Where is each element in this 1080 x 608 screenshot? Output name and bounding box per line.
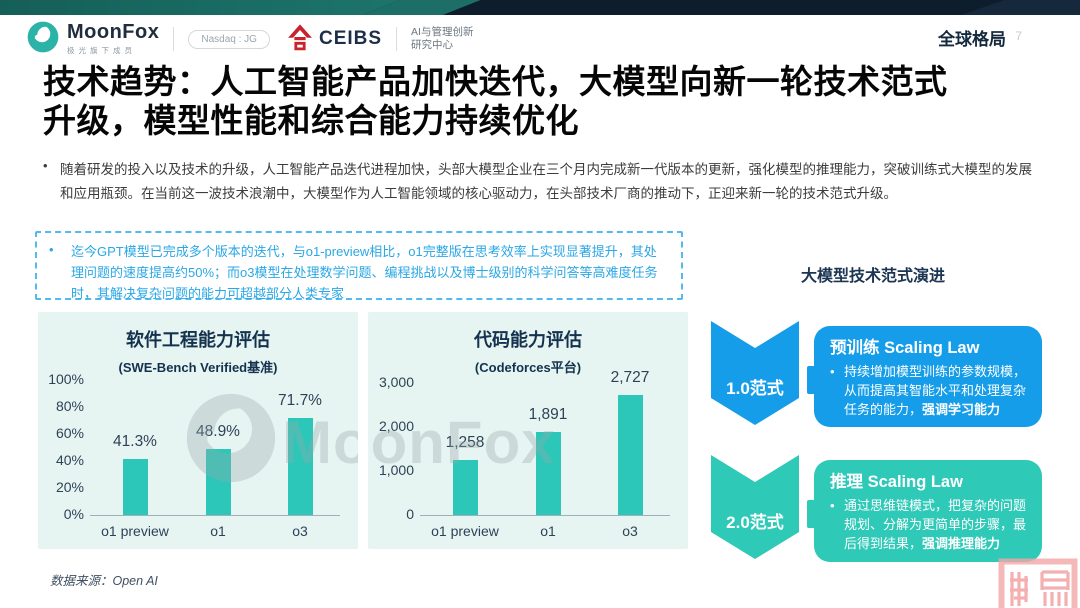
ceibs-logo-icon [286, 23, 314, 56]
stage-card-text: 通过思维链模式，把复杂的问题规划、分解为更简单的步骤，最后得到结果，强调推理能力 [844, 498, 1027, 551]
x-axis-line [420, 515, 670, 516]
intro-paragraph: • 随着研发的投入以及技术的升级，人工智能产品迭代进程加快，头部大模型企业在三个… [43, 158, 1045, 206]
stage-arrow-label: 1.0范式 [726, 378, 784, 398]
down-arrow-chevron: 1.0范式 [711, 321, 799, 425]
y-tick-label: 40% [55, 452, 84, 468]
stage-card-title: 预训练 Scaling Law [830, 339, 980, 357]
page-title: 技术趋势：人工智能产品加快迭代，大模型向新一轮技术范式 升级，模型性能和综合能力… [43, 62, 948, 140]
x-category-label: o1 preview [101, 523, 169, 539]
section-label: 全球格局 [938, 30, 1006, 49]
band-teal-segment [0, 0, 400, 15]
page-title-line1: 技术趋势：人工智能产品加快迭代，大模型向新一轮技术范式 [43, 63, 948, 100]
bar [205, 449, 231, 515]
chart-plot-area: 0 1,000 2,000 3,000 1,258 o1 preview 1,891 o1 2,… [368, 312, 688, 549]
chart-title: 软件工程能力评估 [126, 330, 270, 350]
bar-value-label: 41.3% [113, 433, 157, 450]
bullet-marker: • [830, 498, 835, 513]
chart-title: 代码能力评估 [474, 330, 582, 350]
stage-card-pretrain: 预训练 Scaling Law • 持续增加模型训练的参数规模，从而提高其智能水… [807, 326, 1042, 427]
chart-codeforces: 代码能力评估 (Codeforces平台) 0 1,000 2,000 3,000 1,… [368, 312, 688, 549]
ai-center-line2: 研究中心 [411, 39, 454, 51]
bar-value-label: 48.9% [196, 423, 240, 440]
stage-card-title: 推理 Scaling Law [830, 473, 963, 491]
bar [287, 418, 313, 515]
right-panel-heading: 大模型技术范式演进 [800, 268, 945, 285]
data-source-note: 数据来源：Open AI [50, 574, 158, 588]
y-tick-label: 3,000 [378, 374, 414, 390]
moonfox-logo-icon [27, 21, 59, 58]
stage-card-reasoning: 推理 Scaling Law • 通过思维链模式，把复杂的问题规划、分解为更简单… [807, 460, 1042, 562]
brand-tagline: 极光旗下成员 [67, 46, 136, 55]
x-axis-line [90, 515, 340, 516]
chart-subtitle: (SWE-Bench Verified基准) [118, 360, 278, 375]
bar-value-label: 2,727 [610, 369, 650, 386]
y-tick-label: 1,000 [378, 462, 414, 478]
top-color-band [0, 0, 1080, 15]
bar [535, 432, 561, 515]
y-tick-label: 80% [55, 398, 84, 414]
x-category-label: o1 [540, 523, 556, 539]
ai-center-line1: AI与管理创新 [411, 26, 474, 38]
nasdaq-ticker-badge: Nasdaq : JG [188, 29, 270, 49]
x-category-label: o3 [292, 523, 308, 539]
brand-name: MoonFox [67, 21, 160, 43]
bar [122, 459, 148, 515]
chart-subtitle: (Codeforces平台) [474, 360, 582, 375]
y-tick-label: 0% [63, 506, 84, 522]
quote-text: 迄今GPT模型已完成多个版本的迭代，与o1-preview相比，o1完整版在思考… [71, 244, 658, 301]
bullet-marker: • [49, 242, 54, 257]
band-dark-teal-segment [361, 0, 481, 15]
bullet-marker: • [43, 158, 48, 173]
bar [617, 395, 643, 515]
bar-value-label: 1,891 [528, 406, 568, 423]
x-category-label: o3 [622, 523, 638, 539]
x-category-label: o1 [210, 523, 226, 539]
intro-text: 随着研发的投入以及技术的升级，人工智能产品迭代进程加快，头部大模型企业在三个月内… [60, 162, 1032, 201]
page-number: 7 [1015, 29, 1022, 43]
bar-value-label: 71.7% [278, 392, 322, 409]
page-title-line2: 升级，模型性能和综合能力持续优化 [43, 102, 579, 139]
highlight-quote-box: • 迄今GPT模型已完成多个版本的迭代，与o1-preview相比，o1完整版在… [35, 231, 683, 301]
bar [452, 460, 478, 515]
header-divider-2 [396, 27, 398, 51]
header: MoonFox 极光旗下成员 Nasdaq : JG CEIBS AI与管理创新… [0, 15, 1080, 63]
y-tick-label: 100% [48, 371, 84, 387]
y-tick-label: 60% [55, 425, 84, 441]
red-seal-stamp-icon [998, 558, 1078, 608]
stage-arrow-label: 2.0范式 [726, 512, 784, 532]
chart-swe-bench: 软件工程能力评估 (SWE-Bench Verified基准) 0% 20% 40%… [38, 312, 358, 549]
y-tick-label: 20% [55, 479, 84, 495]
chart-plot-area: 0% 20% 40% 60% 80% 100% 41.3% o1 preview 48.9% o1… [38, 312, 358, 549]
bullet-marker: • [830, 364, 835, 379]
header-divider [173, 27, 175, 51]
ceibs-name: CEIBS [318, 28, 383, 49]
y-tick-label: 2,000 [378, 418, 414, 434]
y-tick-label: 0 [406, 506, 414, 522]
bar-value-label: 1,258 [445, 434, 485, 451]
stage-card-text: 持续增加模型训练的参数规模，从而提高其智能水平和处理复杂任务的能力，强调学习能力 [844, 364, 1027, 417]
x-category-label: o1 preview [431, 523, 499, 539]
down-arrow-chevron: 2.0范式 [711, 455, 799, 559]
